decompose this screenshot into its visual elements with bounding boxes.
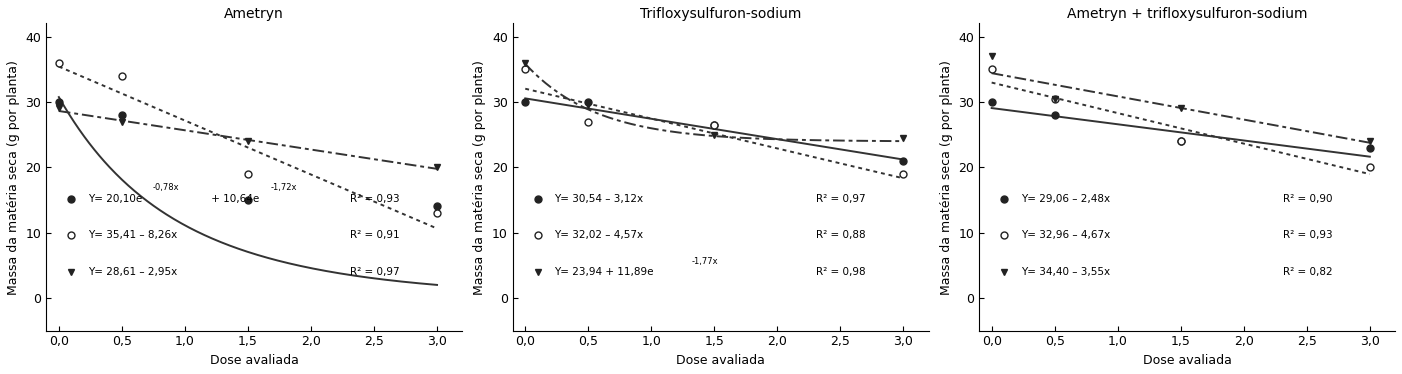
Text: R² = 0,82: R² = 0,82	[1283, 267, 1332, 277]
Y-axis label: Massa da matéria seca (g por planta): Massa da matéria seca (g por planta)	[474, 59, 486, 294]
Text: + 10,64e: + 10,64e	[209, 194, 259, 203]
Text: R² = 0,98: R² = 0,98	[816, 267, 866, 277]
Text: R² = 0,93: R² = 0,93	[1283, 230, 1332, 240]
Text: R² = 0,88: R² = 0,88	[816, 230, 866, 240]
Text: R² = 0,97: R² = 0,97	[350, 267, 400, 277]
Text: Y= 23,94 + 11,89e: Y= 23,94 + 11,89e	[554, 267, 653, 277]
Text: -0,78x: -0,78x	[153, 183, 179, 192]
Text: R² = 0,91: R² = 0,91	[350, 230, 400, 240]
Text: R² = 0,90: R² = 0,90	[1283, 194, 1332, 203]
Text: -1,77x: -1,77x	[691, 257, 718, 266]
Text: Y= 28,61 – 2,95x: Y= 28,61 – 2,95x	[88, 267, 177, 277]
Text: Y= 29,06 – 2,48x: Y= 29,06 – 2,48x	[1021, 194, 1110, 203]
Text: -1,72x: -1,72x	[271, 183, 297, 192]
Title: Ametryn: Ametryn	[224, 7, 285, 21]
X-axis label: Dose avaliada: Dose avaliada	[210, 354, 299, 367]
Title: Ametryn + trifloxysulfuron-sodium: Ametryn + trifloxysulfuron-sodium	[1067, 7, 1307, 21]
Title: Trifloxysulfuron-sodium: Trifloxysulfuron-sodium	[639, 7, 802, 21]
Text: Y= 35,41 – 8,26x: Y= 35,41 – 8,26x	[88, 230, 177, 240]
Text: Y= 32,96 – 4,67x: Y= 32,96 – 4,67x	[1021, 230, 1110, 240]
Text: R² = 0,93: R² = 0,93	[350, 194, 400, 203]
Text: Y= 32,02 – 4,57x: Y= 32,02 – 4,57x	[554, 230, 644, 240]
Text: Y= 30,54 – 3,12x: Y= 30,54 – 3,12x	[554, 194, 644, 203]
Text: Y= 34,40 – 3,55x: Y= 34,40 – 3,55x	[1021, 267, 1110, 277]
X-axis label: Dose avaliada: Dose avaliada	[1143, 354, 1231, 367]
Y-axis label: Massa da matéria seca (g por planta): Massa da matéria seca (g por planta)	[7, 59, 20, 294]
X-axis label: Dose avaliada: Dose avaliada	[676, 354, 765, 367]
Text: Y= 20,10e: Y= 20,10e	[88, 194, 142, 203]
Text: R² = 0,97: R² = 0,97	[816, 194, 866, 203]
Y-axis label: Massa da matéria seca (g por planta): Massa da matéria seca (g por planta)	[939, 59, 953, 294]
